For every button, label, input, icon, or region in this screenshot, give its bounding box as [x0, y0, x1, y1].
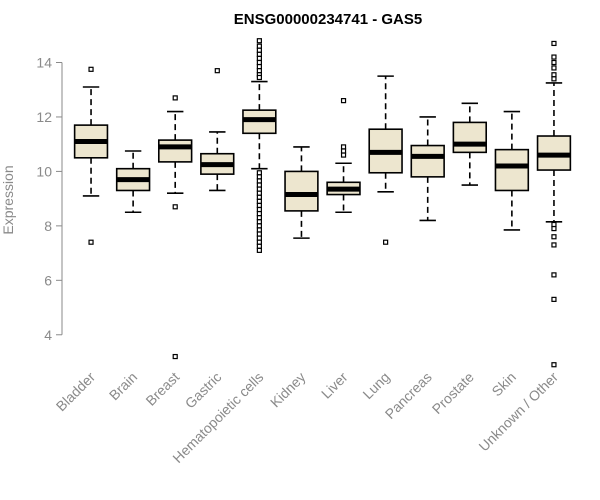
outlier-point [256, 227, 262, 233]
chart-title: ENSG00000234741 - GAS5 [234, 11, 422, 28]
outlier-point [172, 204, 178, 210]
outlier-point [551, 54, 557, 60]
outlier-point [256, 43, 262, 49]
outlier-point [551, 296, 557, 302]
outlier-point [88, 66, 94, 72]
iqr-box [157, 139, 193, 163]
box-lung [368, 75, 403, 245]
outlier-point [256, 202, 262, 209]
y-tick-label: 4 [44, 327, 52, 343]
x-tick-label: Lung [359, 369, 392, 402]
y-tick-label: 14 [36, 55, 52, 71]
outlier-point [340, 148, 347, 154]
outlier-point [551, 40, 557, 47]
outlier-point [551, 242, 557, 248]
outlier-point [551, 225, 557, 232]
outlier-point [551, 72, 557, 78]
outlier-point [551, 59, 557, 66]
iqr-box [410, 144, 445, 178]
outlier-point [256, 55, 262, 62]
box-pancreas [410, 116, 445, 222]
box-kidney [284, 146, 319, 239]
outlier-point [256, 243, 262, 249]
outlier-point [256, 235, 262, 241]
outlier-point [551, 234, 557, 240]
x-tick-label: Brain [106, 369, 140, 403]
outlier-point [340, 98, 347, 104]
iqr-box [452, 121, 488, 154]
outlier-point [256, 174, 262, 180]
outlier-point [172, 95, 178, 101]
box-skin [494, 110, 530, 231]
y-tick-label: 6 [44, 272, 52, 288]
outlier-point [256, 239, 262, 245]
x-tick-label: Pancreas [382, 369, 435, 422]
y-tick-label: 8 [44, 218, 52, 234]
outlier-point [256, 198, 262, 204]
y-tick-label: 10 [36, 163, 52, 179]
outlier-point [256, 51, 262, 57]
outlier-point [256, 194, 262, 200]
outlier-point [256, 68, 262, 74]
outlier-point [256, 182, 262, 188]
y-tick-label: 12 [36, 109, 52, 125]
outlier-point [551, 362, 557, 368]
box-brain [115, 150, 151, 214]
outlier-point [256, 223, 262, 229]
outlier-point [340, 144, 347, 150]
box-gastric [200, 68, 235, 192]
box-liver [326, 98, 361, 214]
x-tick-label: Kidney [267, 369, 309, 411]
outlier-point [256, 178, 262, 184]
outlier-point [551, 76, 557, 82]
x-tick-label: Liver [318, 369, 351, 402]
y-axis-label: Expression [0, 165, 16, 234]
x-tick-label: Unknown / Other [475, 369, 561, 455]
outlier-point [551, 272, 557, 278]
plot-area [73, 38, 572, 368]
outlier-point [256, 231, 262, 237]
outlier-point [256, 63, 262, 70]
outlier-point [256, 211, 262, 217]
box-bladder [73, 66, 109, 245]
outlier-point [256, 170, 262, 176]
outlier-point [551, 65, 557, 71]
box-unknown-other [536, 40, 572, 368]
outlier-point [256, 38, 262, 44]
outlier-point [256, 215, 262, 221]
outlier-point [256, 47, 262, 53]
x-tick-label: Prostate [429, 369, 477, 417]
outlier-point [88, 239, 94, 245]
outlier-point [256, 186, 262, 192]
box-prostate [452, 102, 488, 186]
box-hematopoietic-cells [242, 38, 277, 253]
outlier-point [256, 74, 262, 81]
box-breast [157, 95, 193, 360]
outlier-point [256, 190, 262, 196]
outlier-point [256, 219, 262, 225]
iqr-box [284, 170, 319, 212]
x-tick-label: Bladder [53, 369, 99, 415]
x-tick-label: Breast [142, 369, 182, 409]
x-tick-label: Skin [488, 369, 519, 400]
outlier-point [383, 239, 389, 245]
outlier-point [214, 68, 220, 74]
outlier-point [551, 221, 557, 228]
outlier-point [256, 206, 262, 213]
outlier-point [340, 152, 347, 158]
y-axis: 4 6 8 10 12 14 [36, 55, 63, 343]
iqr-box [494, 148, 530, 192]
outlier-point [256, 247, 262, 253]
outlier-point [172, 353, 178, 360]
outlier-point [256, 59, 262, 66]
